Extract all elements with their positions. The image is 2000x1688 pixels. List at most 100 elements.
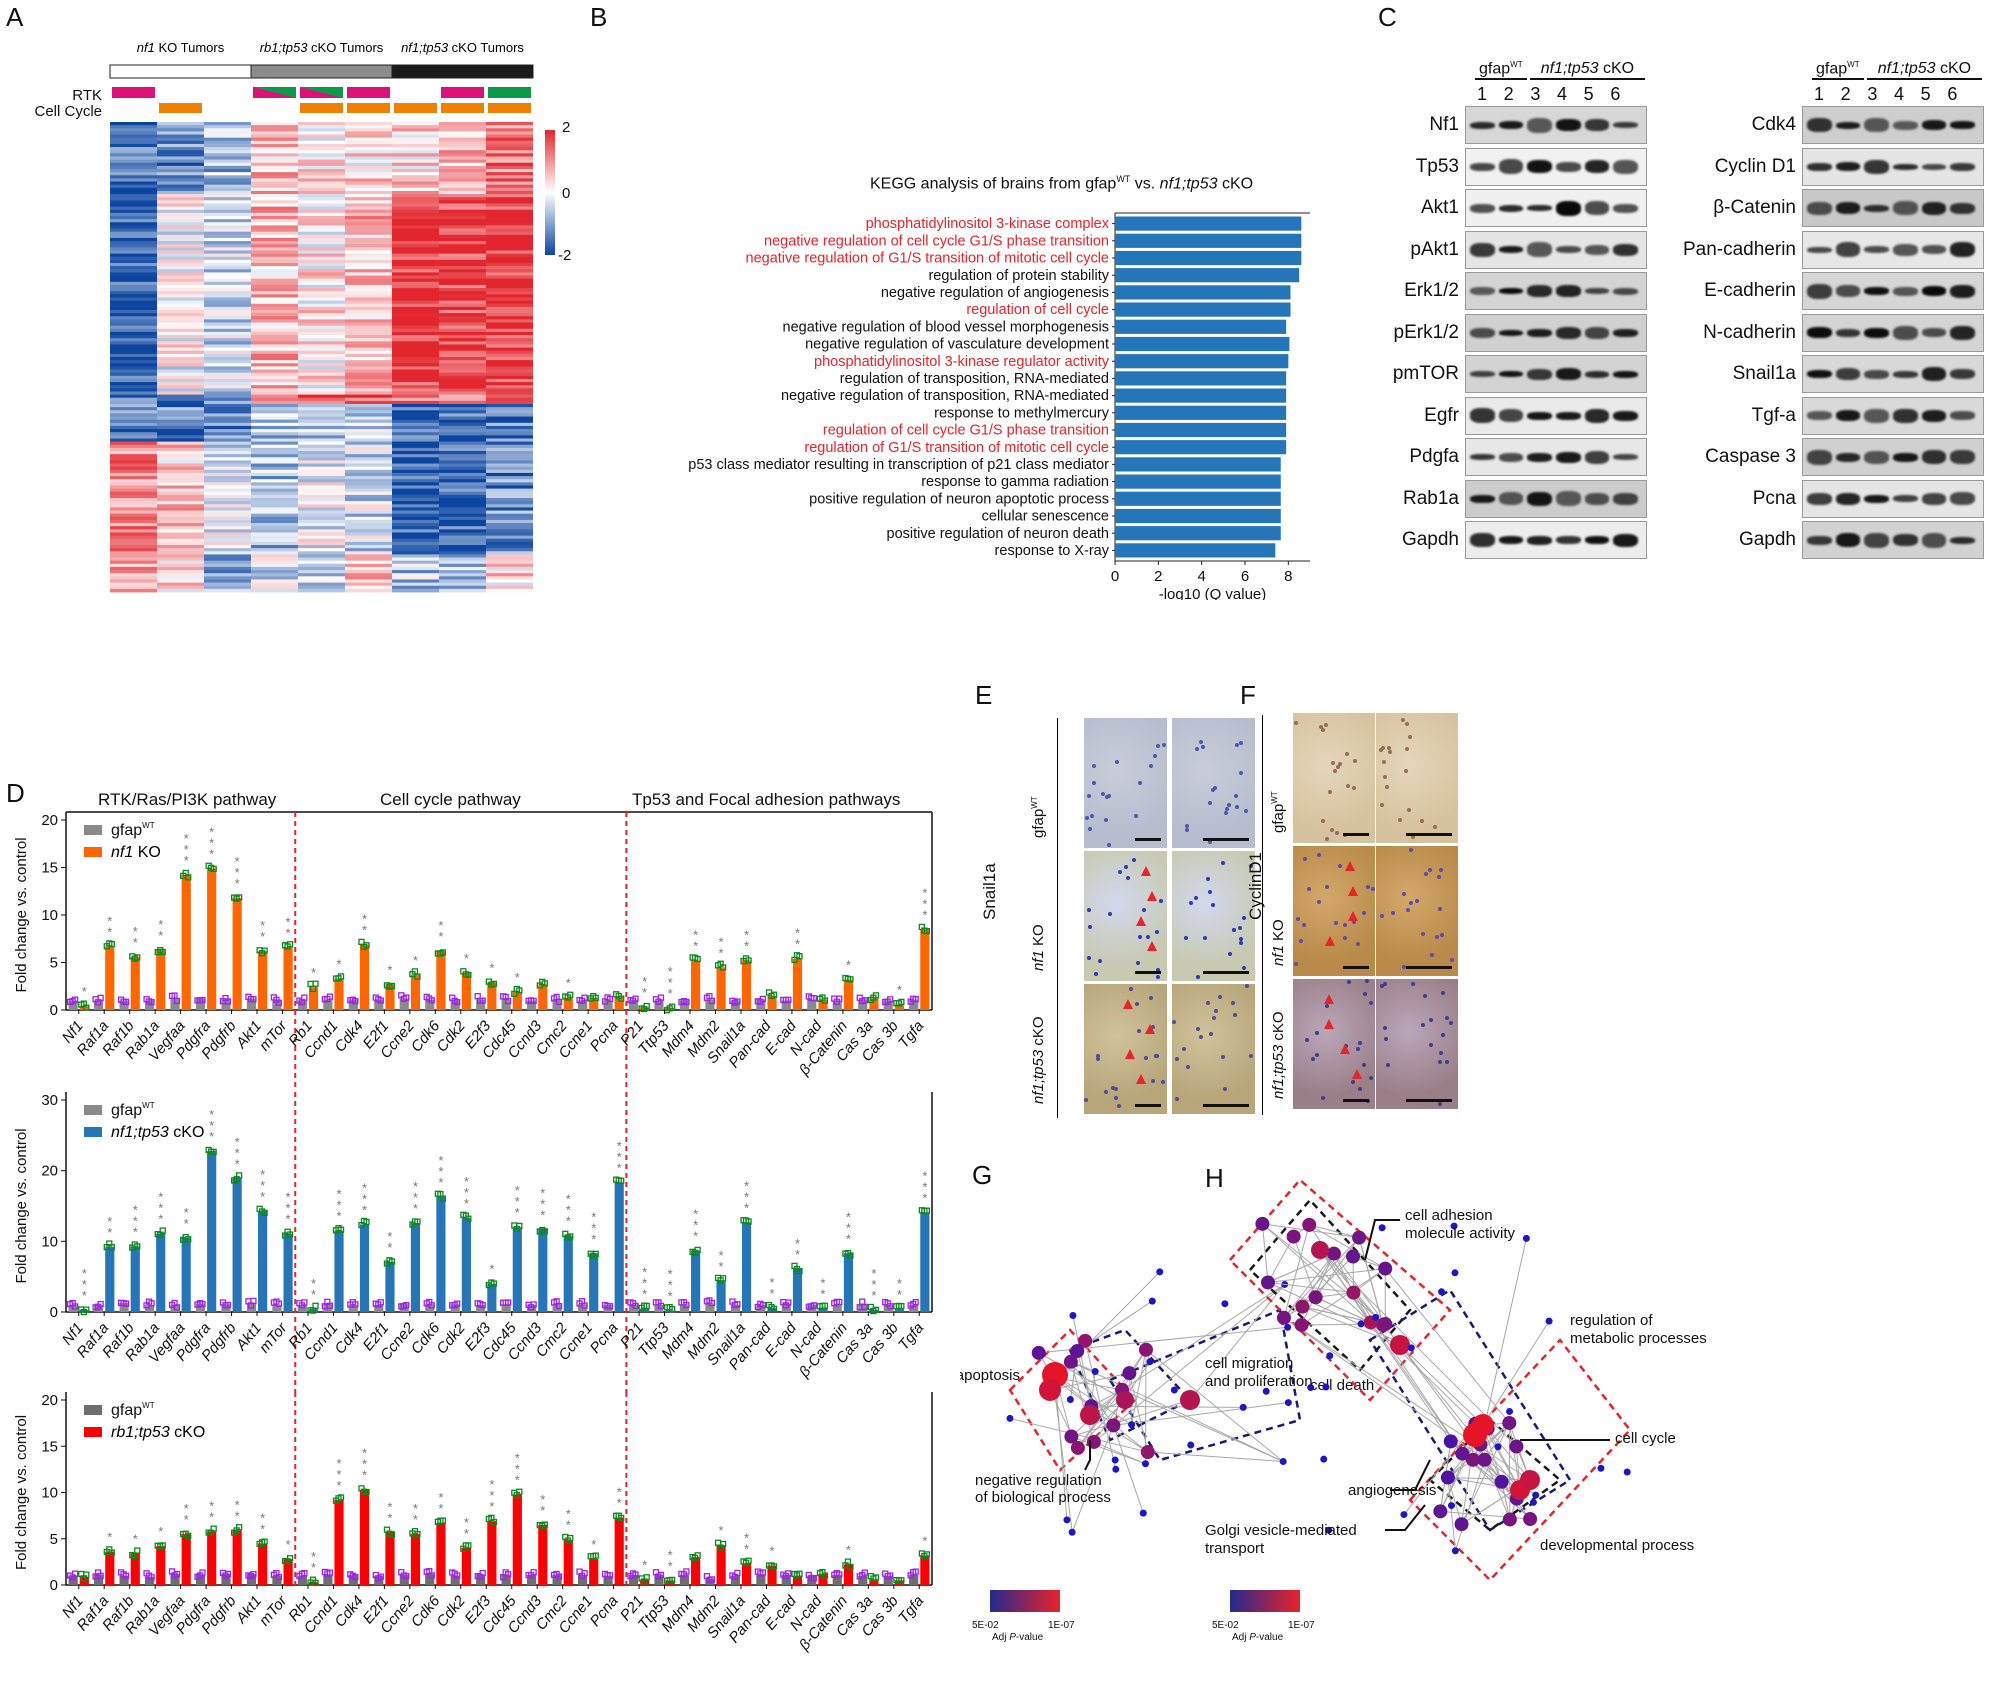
heatmap-cell [110, 219, 157, 223]
heatmap-cell [486, 288, 533, 292]
heatmap-cell [251, 156, 298, 160]
heatmap-cell [251, 231, 298, 236]
kegg-term-label: phosphatidylinositol 3-kinase complex [866, 216, 1110, 232]
heatmap-cell [110, 466, 157, 471]
heatmap-cell [345, 134, 392, 139]
data-point [923, 1551, 930, 1558]
ihc-row-label: nf1 KO [1030, 924, 1047, 971]
blot-band [1893, 286, 1918, 296]
blot-band [1950, 536, 1975, 544]
heatmap-cell [439, 222, 486, 226]
significance-star: * [846, 1231, 851, 1246]
pvalue-scale-min: 5E-02 [1212, 1620, 1239, 1631]
heatmap-cell [298, 463, 345, 468]
heatmap-cell [439, 165, 486, 170]
kegg-title: KEGG analysis of brains from gfapWT vs. … [870, 174, 1253, 193]
heatmap-cell [204, 444, 251, 449]
lane-number: 1 [1814, 84, 1825, 104]
blot-band [1921, 286, 1947, 296]
heatmap-cell [486, 529, 533, 533]
heatmap-cell [251, 225, 298, 229]
ihc-e-stain-label: Snail1a [980, 863, 999, 920]
rtk-annotation [488, 87, 531, 98]
heatmap-cell [345, 526, 392, 530]
data-point [479, 997, 486, 1004]
bar-knockout [334, 1230, 344, 1312]
network-edge [1479, 1238, 1527, 1445]
heatmap-cell [157, 582, 204, 587]
bar-knockout [691, 1250, 701, 1312]
network-edge [1113, 1402, 1289, 1426]
bar-knockout [869, 1579, 879, 1585]
bar-knockout [512, 1494, 522, 1585]
heatmap-cell [486, 350, 533, 355]
kegg-bar [1115, 233, 1302, 248]
heatmap-cell [439, 429, 486, 433]
heatmap-cell [345, 281, 392, 286]
bar-knockout [105, 1246, 115, 1312]
heatmap-cell [486, 263, 533, 267]
heatmap-cell [110, 350, 157, 355]
bar-knockout [258, 951, 268, 1010]
heatmap-cell [157, 432, 204, 436]
heatmap-cell [298, 175, 345, 179]
network-node [1221, 1300, 1229, 1308]
network-edge [1052, 1377, 1073, 1533]
heatmap-cell [345, 410, 392, 414]
heatmap-cell [298, 328, 345, 333]
y-tick-label: 15 [41, 860, 58, 877]
heatmap-cell [157, 363, 204, 367]
data-point [414, 1218, 421, 1225]
heatmap-cell [204, 331, 251, 336]
network-label: transport [1205, 1540, 1265, 1557]
bar-knockout [410, 1534, 421, 1585]
significance-star: * [387, 1510, 392, 1525]
network-node [1006, 1414, 1014, 1422]
heatmap-cell [110, 156, 157, 160]
heatmap-cell [486, 237, 533, 242]
heatmap-cell [110, 451, 157, 455]
heatmap-cell [157, 372, 204, 377]
data-point [541, 1521, 548, 1528]
heatmap-cell [392, 200, 439, 204]
heatmap-cell [204, 200, 251, 204]
heatmap-cell [439, 228, 486, 233]
heatmap-cell [157, 259, 204, 264]
heatmap-cell [251, 203, 298, 207]
heatmap-cell [251, 570, 298, 574]
heatmap-cell [251, 451, 298, 455]
network-edge [1267, 1236, 1295, 1283]
heatmap-cell [392, 491, 439, 496]
data-point [745, 1557, 752, 1564]
heatmap-cell [204, 538, 251, 543]
heatmap-cell [298, 244, 345, 248]
kegg-bar [1115, 457, 1281, 472]
heatmap-cell [204, 253, 251, 258]
heatmap-cell [298, 294, 345, 298]
network-edge [1447, 1477, 1463, 1525]
blot-band [1470, 242, 1495, 257]
heatmap-cell [392, 187, 439, 192]
heatmap-cell [392, 225, 439, 229]
heatmap-cell [439, 538, 486, 543]
heatmap-cell [251, 482, 298, 486]
arrowhead-icon [1124, 1049, 1135, 1059]
bar-control [170, 1573, 180, 1585]
ihc-image-high-mag [1376, 713, 1458, 843]
bar-control [577, 1000, 588, 1010]
heatmap-cell [298, 529, 345, 533]
lane-number: 4 [1557, 84, 1568, 104]
heatmap-cell [345, 297, 392, 301]
network-node [1407, 1344, 1415, 1352]
significance-star: * [107, 1214, 112, 1229]
kegg-bar [1115, 388, 1287, 403]
significance-star: * [235, 1134, 240, 1149]
heatmap-cell [392, 203, 439, 207]
heatmap-cell [251, 529, 298, 533]
heatmap-cell [110, 419, 157, 424]
heatmap-cell [204, 153, 251, 157]
heatmap-cell [486, 272, 533, 276]
network-node [1148, 1297, 1156, 1305]
heatmap-cell [345, 294, 392, 298]
